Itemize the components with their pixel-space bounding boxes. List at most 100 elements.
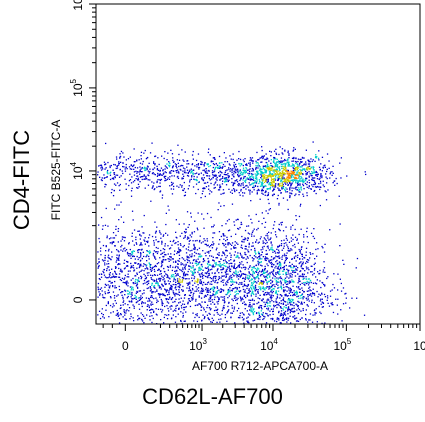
- event-dot: [218, 272, 220, 274]
- event-dot: [229, 164, 231, 166]
- event-dot: [280, 313, 282, 315]
- event-dot: [191, 231, 193, 234]
- event-dot: [272, 170, 274, 172]
- event-dot: [111, 188, 113, 191]
- event-dot: [301, 169, 303, 171]
- event-dot: [140, 158, 142, 160]
- event-dot: [189, 265, 191, 268]
- x-tick-label: 10: [413, 339, 425, 353]
- event-dot: [298, 175, 301, 178]
- event-dot: [235, 297, 237, 299]
- event-dot: [148, 172, 150, 174]
- event-dot: [321, 170, 323, 172]
- event-dot: [250, 286, 252, 288]
- event-dot: [257, 301, 260, 303]
- event-dot: [110, 192, 113, 194]
- event-dot: [297, 295, 299, 297]
- event-dot: [207, 287, 209, 290]
- event-dot: [207, 317, 209, 319]
- event-dot: [107, 173, 109, 175]
- event-dot: [233, 267, 235, 269]
- event-dot: [280, 176, 283, 178]
- event-dot: [204, 252, 206, 254]
- event-dot: [296, 186, 298, 188]
- event-dot: [115, 314, 117, 316]
- event-dot: [156, 282, 158, 284]
- event-dot: [158, 230, 161, 232]
- event-dot: [195, 290, 198, 292]
- event-dot: [285, 307, 288, 309]
- event-dot: [259, 316, 262, 318]
- event-dot: [216, 247, 218, 249]
- event-dot: [280, 310, 283, 312]
- event-dot: [208, 274, 211, 276]
- event-dot: [214, 265, 217, 267]
- event-dot: [236, 254, 238, 257]
- event-dot: [269, 314, 271, 316]
- event-dot: [156, 278, 158, 280]
- event-dot: [302, 276, 304, 278]
- event-dot: [345, 292, 347, 295]
- event-dot: [243, 284, 245, 287]
- event-dot: [134, 297, 137, 299]
- event-dot: [254, 181, 256, 184]
- event-dot: [261, 308, 263, 310]
- event-dot: [224, 181, 226, 183]
- event-dot: [210, 160, 213, 162]
- event-dot: [265, 166, 267, 168]
- event-dot: [220, 280, 222, 283]
- event-dot: [242, 172, 244, 174]
- event-dot: [309, 280, 312, 282]
- event-dot: [219, 179, 221, 181]
- event-dot: [291, 263, 293, 265]
- event-dot: [220, 171, 222, 173]
- event-dot: [187, 188, 189, 190]
- event-dot: [133, 267, 135, 269]
- event-dot: [119, 189, 121, 191]
- event-dot: [147, 268, 149, 270]
- event-dot: [236, 181, 239, 183]
- event-dot: [189, 234, 191, 236]
- event-dot: [201, 289, 203, 291]
- event-dot: [271, 286, 273, 288]
- event-dot: [197, 287, 200, 289]
- event-dot: [252, 173, 254, 176]
- event-dot: [236, 179, 238, 181]
- event-dot: [116, 204, 118, 206]
- event-dot: [161, 240, 163, 242]
- event-dot: [239, 315, 241, 317]
- event-dot: [203, 182, 206, 184]
- event-dot: [139, 166, 141, 168]
- event-dot: [120, 292, 122, 294]
- event-dot: [183, 231, 186, 233]
- event-dot: [151, 284, 153, 286]
- event-dot: [298, 180, 300, 182]
- event-dot: [240, 221, 242, 224]
- event-dot: [266, 166, 268, 168]
- event-dot: [175, 163, 178, 166]
- event-dot: [133, 320, 135, 322]
- event-dot: [212, 259, 215, 261]
- event-dot: [148, 252, 151, 255]
- event-dot: [298, 173, 300, 175]
- event-dot: [256, 257, 258, 259]
- event-dot: [121, 291, 123, 293]
- event-dot: [264, 292, 267, 294]
- event-dot: [168, 291, 170, 294]
- event-dot: [222, 275, 224, 277]
- event-dot: [160, 273, 162, 275]
- event-dot: [178, 260, 180, 262]
- event-dot: [239, 174, 241, 176]
- event-dot: [245, 163, 248, 165]
- event-dot: [247, 316, 249, 318]
- event-dot: [286, 252, 288, 254]
- event-dot: [220, 296, 222, 298]
- event-dot: [271, 244, 273, 246]
- event-dot: [228, 265, 231, 267]
- event-dot: [213, 293, 215, 296]
- event-dot: [280, 243, 283, 245]
- event-dot: [285, 294, 287, 296]
- event-dot: [189, 181, 191, 183]
- event-dot: [234, 295, 236, 297]
- event-dot: [216, 311, 218, 314]
